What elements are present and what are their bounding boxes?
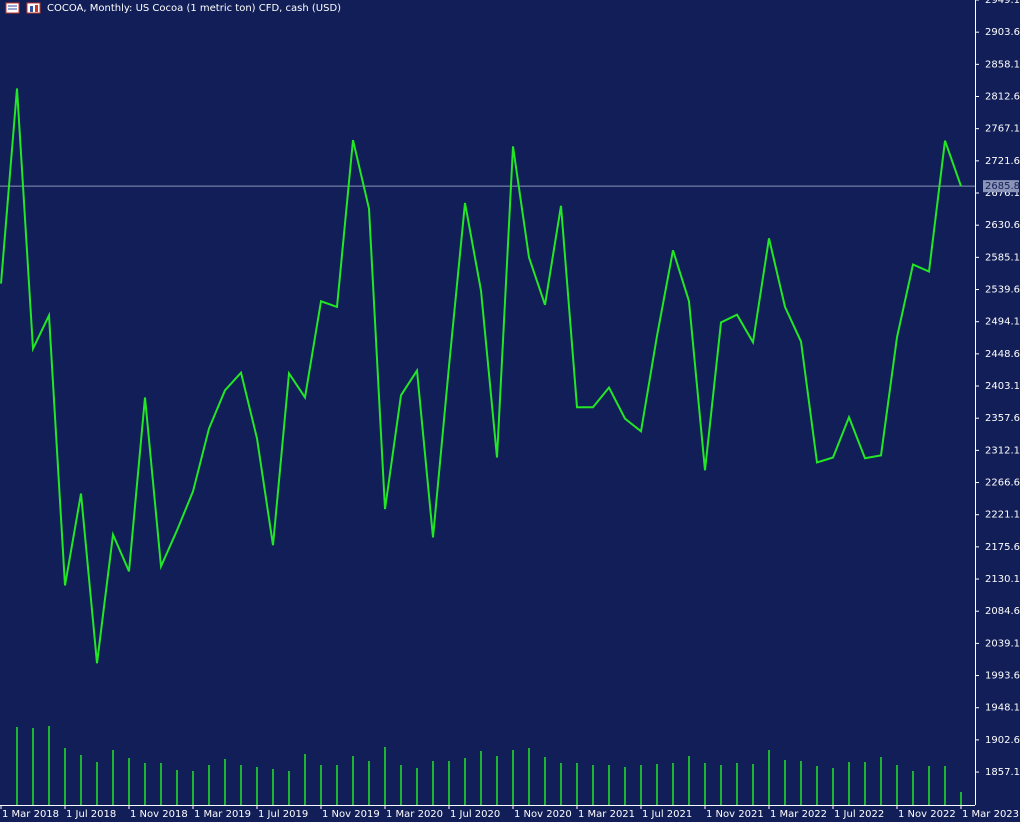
y-tick-label: 2312.1 [985,445,1020,456]
y-tick-label: 2858.1 [985,59,1020,70]
y-tick-label: 2539.6 [985,285,1020,296]
y-tick-label: 2949.1 [985,0,1020,6]
x-tick-label: 1 Nov 2021 [706,809,764,820]
x-tick-label: 1 Jul 2021 [642,809,692,820]
x-tick-label: 1 Jul 2022 [834,809,884,820]
title-icons [5,2,41,14]
y-tick-label: 2767.1 [985,124,1020,135]
price-label: 2685.8 [985,181,1020,192]
y-tick-label: 2676.1 [985,188,1020,199]
x-tick-label: 1 Mar 2019 [194,809,251,820]
chart-title: COCOA, Monthly: US Cocoa (1 metric ton) … [47,3,341,14]
y-tick-label: 1857.1 [985,767,1020,778]
x-tick-label: 1 Nov 2018 [130,809,188,820]
y-tick-label: 2630.6 [985,220,1020,231]
x-tick-label: 1 Mar 2020 [386,809,443,820]
x-tick-label: 1 Mar 2021 [578,809,635,820]
y-tick-label: 1902.6 [985,735,1020,746]
x-tick-label: 1 Jul 2019 [258,809,308,820]
y-tick-label: 2585.1 [985,252,1020,263]
y-tick-label: 2494.1 [985,317,1020,328]
y-tick-label: 2175.6 [985,542,1020,553]
x-tick-label: 1 Jul 2020 [450,809,500,820]
x-tick-label: 1 Nov 2020 [514,809,572,820]
y-tick-label: 1993.6 [985,671,1020,682]
y-tick-label: 2721.6 [985,156,1020,167]
x-tick-label: 1 Jul 2018 [66,809,116,820]
x-tick-label: 1 Mar 2018 [2,809,59,820]
price-line-series [0,88,962,664]
y-tick-label: 2039.1 [985,638,1020,649]
y-tick-label: 2403.1 [985,381,1020,392]
x-tick-label: 1 Nov 2022 [898,809,956,820]
y-tick-label: 2084.6 [985,606,1020,617]
y-tick-label: 1948.1 [985,703,1020,714]
y-tick-label: 2903.6 [985,27,1020,38]
x-tick-label: 1 Nov 2019 [322,809,380,820]
price-label-box [983,180,1019,193]
y-tick-label: 2221.1 [985,510,1020,521]
y-tick-label: 2266.6 [985,478,1020,489]
y-tick-label: 2357.6 [985,413,1020,424]
y-tick-label: 2130.1 [985,574,1020,585]
x-tick-label: 1 Mar 2023 [962,809,1019,820]
y-tick-label: 2812.6 [985,92,1020,103]
x-tick-label: 1 Mar 2022 [770,809,827,820]
y-tick-label: 2448.6 [985,349,1020,360]
